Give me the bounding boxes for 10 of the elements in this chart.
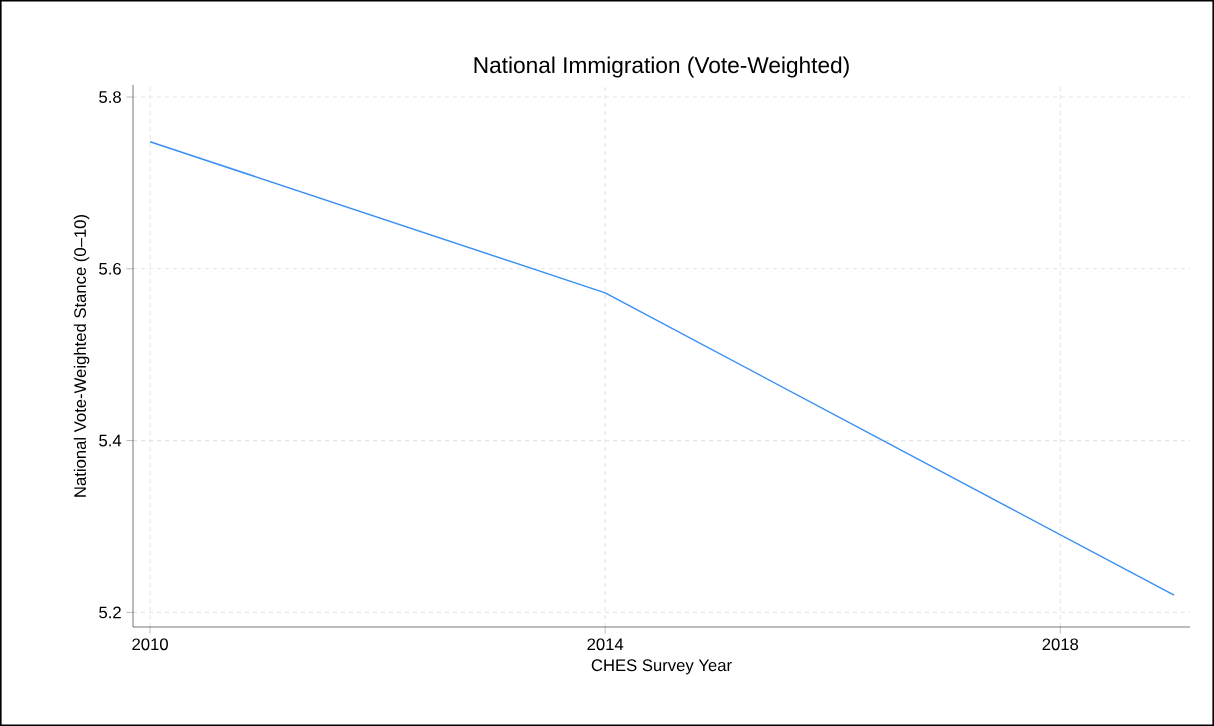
y-tick-label: 5.6 [99, 262, 121, 275]
y-tick-label: 5.2 [99, 606, 121, 619]
chart-title: National Immigration (Vote-Weighted) [474, 56, 849, 78]
x-tick-label: 2010 [132, 638, 168, 651]
x-axis-title: CHES Survey Year [591, 659, 732, 675]
y-axis-title: National Vote-Weighted Stance (0–10) [73, 215, 90, 497]
x-tick-label: 2014 [587, 638, 624, 651]
y-tick-label: 5.4 [99, 434, 122, 447]
x-tick-label: 2018 [1042, 638, 1079, 651]
y-tick-label: 5.8 [99, 91, 121, 103]
